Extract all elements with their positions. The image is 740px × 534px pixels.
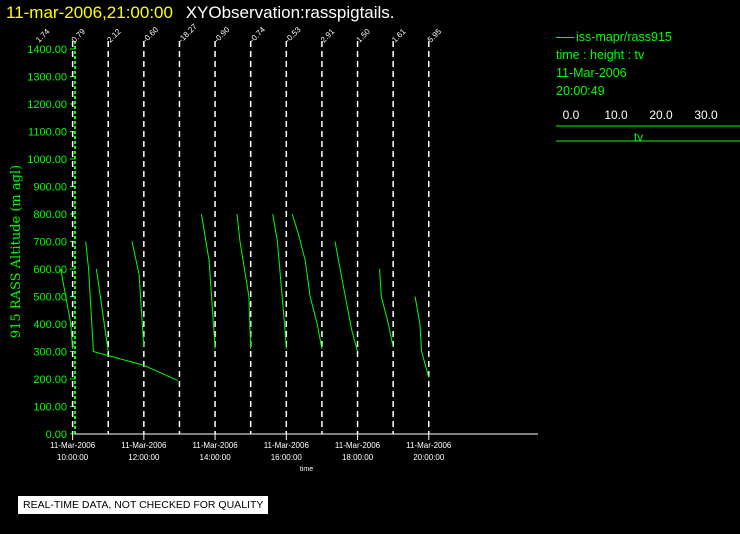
x-tick-label-time: 14:00:00 [200, 453, 232, 462]
profile-value: 0.79 [70, 27, 88, 45]
title-timestamp: 11-mar-2006,21:00:00 [6, 3, 173, 22]
profile-value: -0.74 [248, 25, 268, 45]
y-tick-label: 900.00 [33, 182, 67, 194]
y-tick-label: 0.00 [46, 429, 67, 441]
y-tick-label: 800.00 [33, 209, 67, 221]
legend-scale-tick-label: 20.0 [649, 108, 673, 122]
y-tick-label: 100.00 [33, 402, 67, 414]
y-tick-label: 1400.00 [27, 44, 67, 56]
data-series-line [291, 213, 323, 349]
y-tick-label: 200.00 [33, 374, 67, 386]
data-series-line [379, 268, 394, 348]
legend-series-name: iss-mapr/rass915 [576, 30, 672, 44]
quality-notice: REAL-TIME DATA, NOT CHECKED FOR QUALITY [18, 496, 269, 514]
title-observation: XYObservation:rasspigtails. [185, 3, 395, 22]
y-tick-label: 1000.00 [27, 154, 67, 166]
x-tick-label-date: 11-Mar-2006 [121, 441, 167, 450]
data-series-line [334, 241, 358, 352]
x-tick-label-date: 11-Mar-2006 [192, 441, 238, 450]
profile-value: 2.12 [105, 27, 123, 45]
profile-value: 1.61 [390, 27, 408, 45]
legend-series-swatch [556, 37, 574, 39]
profile-value: 5.95 [426, 27, 444, 45]
profile-value: 2.91 [319, 27, 337, 45]
x-tick-label-date: 11-Mar-2006 [406, 441, 452, 450]
profile-value: -18.27 [177, 22, 200, 45]
y-tick-label: 600.00 [33, 264, 67, 276]
y-tick-label: 1300.00 [27, 72, 67, 84]
legend: iss-mapr/rass915 time : height : tv 11-M… [556, 28, 740, 100]
legend-scale: 0.0 10.0 20.0 30.0 tv [556, 108, 740, 144]
title-bar: 11-mar-2006,21:00:00 XYObservation:rassp… [6, 2, 395, 24]
legend-scale-tick-label: 30.0 [694, 108, 718, 122]
profile-value: 1.50 [355, 27, 373, 45]
legend-variables: time : height : tv [556, 48, 645, 62]
legend-time: 20:00:49 [556, 84, 605, 98]
data-series-line [272, 213, 287, 349]
y-tick-label: 1200.00 [27, 99, 67, 111]
x-tick-label-time: 20:00:00 [413, 453, 445, 462]
x-tick-label-time: 16:00:00 [271, 453, 303, 462]
data-series-line [236, 213, 252, 349]
data-series-line [131, 241, 145, 348]
x-tick-label-time: 12:00:00 [128, 453, 160, 462]
x-tick-label-date: 11-Mar-2006 [264, 441, 310, 450]
profile-value: -0.53 [283, 25, 303, 45]
profile-value: -0.60 [141, 25, 161, 45]
y-tick-label: 700.00 [33, 237, 67, 249]
y-axis-title: 915 RASS Altitude (m agl) [9, 165, 24, 338]
data-series-line [200, 213, 216, 349]
x-tick-label-time: 10:00:00 [57, 453, 89, 462]
y-tick-label: 300.00 [33, 347, 67, 359]
x-tick-label-time: 18:00:00 [342, 453, 374, 462]
x-tick-label-date: 11-Mar-2006 [50, 441, 96, 450]
data-series-line [414, 296, 430, 378]
y-tick-label: 500.00 [33, 292, 67, 304]
legend-scale-tick-label: 0.0 [563, 108, 580, 122]
profile-value: 1.74 [34, 27, 52, 45]
data-series-line [60, 268, 74, 349]
legend-date: 11-Mar-2006 [556, 66, 627, 80]
profile-value: -0.90 [212, 25, 232, 45]
legend-scale-label: tv [634, 130, 643, 144]
y-tick-label: 400.00 [33, 319, 67, 331]
x-tick-label-date: 11-Mar-2006 [335, 441, 381, 450]
y-tick-label: 1100.00 [28, 127, 67, 139]
data-series-line [85, 241, 178, 381]
data-series-line [95, 268, 109, 352]
x-axis-title: time [300, 466, 313, 473]
legend-scale-tick-label: 10.0 [604, 108, 628, 122]
legend-series: iss-mapr/rass915 [556, 28, 740, 46]
